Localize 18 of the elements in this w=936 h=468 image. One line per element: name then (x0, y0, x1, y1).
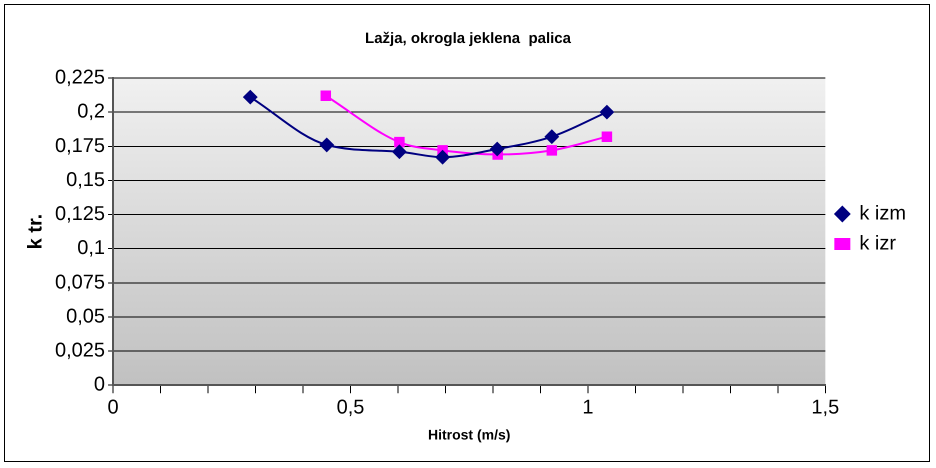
y-tick-label: 0,1 (77, 237, 106, 260)
y-tick-label: 0,05 (66, 305, 106, 328)
y-tick-label: 0 (94, 374, 106, 396)
x-tick-label: 1 (582, 396, 594, 419)
y-tick-label: 0,225 (54, 66, 106, 89)
y-tick-label: 0,2 (77, 100, 106, 123)
x-tick-label: 1,5 (811, 396, 840, 419)
y-tick-label: 0,175 (54, 134, 106, 157)
legend-label: k izm (859, 202, 906, 225)
chart-title: Lažja, okrogla jeklena palica (365, 30, 572, 48)
x-tick-label: 0,5 (336, 396, 364, 419)
legend-label: k izr (859, 232, 896, 255)
y-tick-label: 0,125 (54, 203, 106, 226)
y-tick-label: 0,15 (66, 168, 106, 191)
y-tick-label: 0,075 (54, 271, 106, 294)
x-axis-title: Hitrost (m/s) (428, 426, 510, 442)
y-tick-label: 0,025 (54, 340, 106, 362)
y-axis-title: k tr. (24, 214, 47, 250)
